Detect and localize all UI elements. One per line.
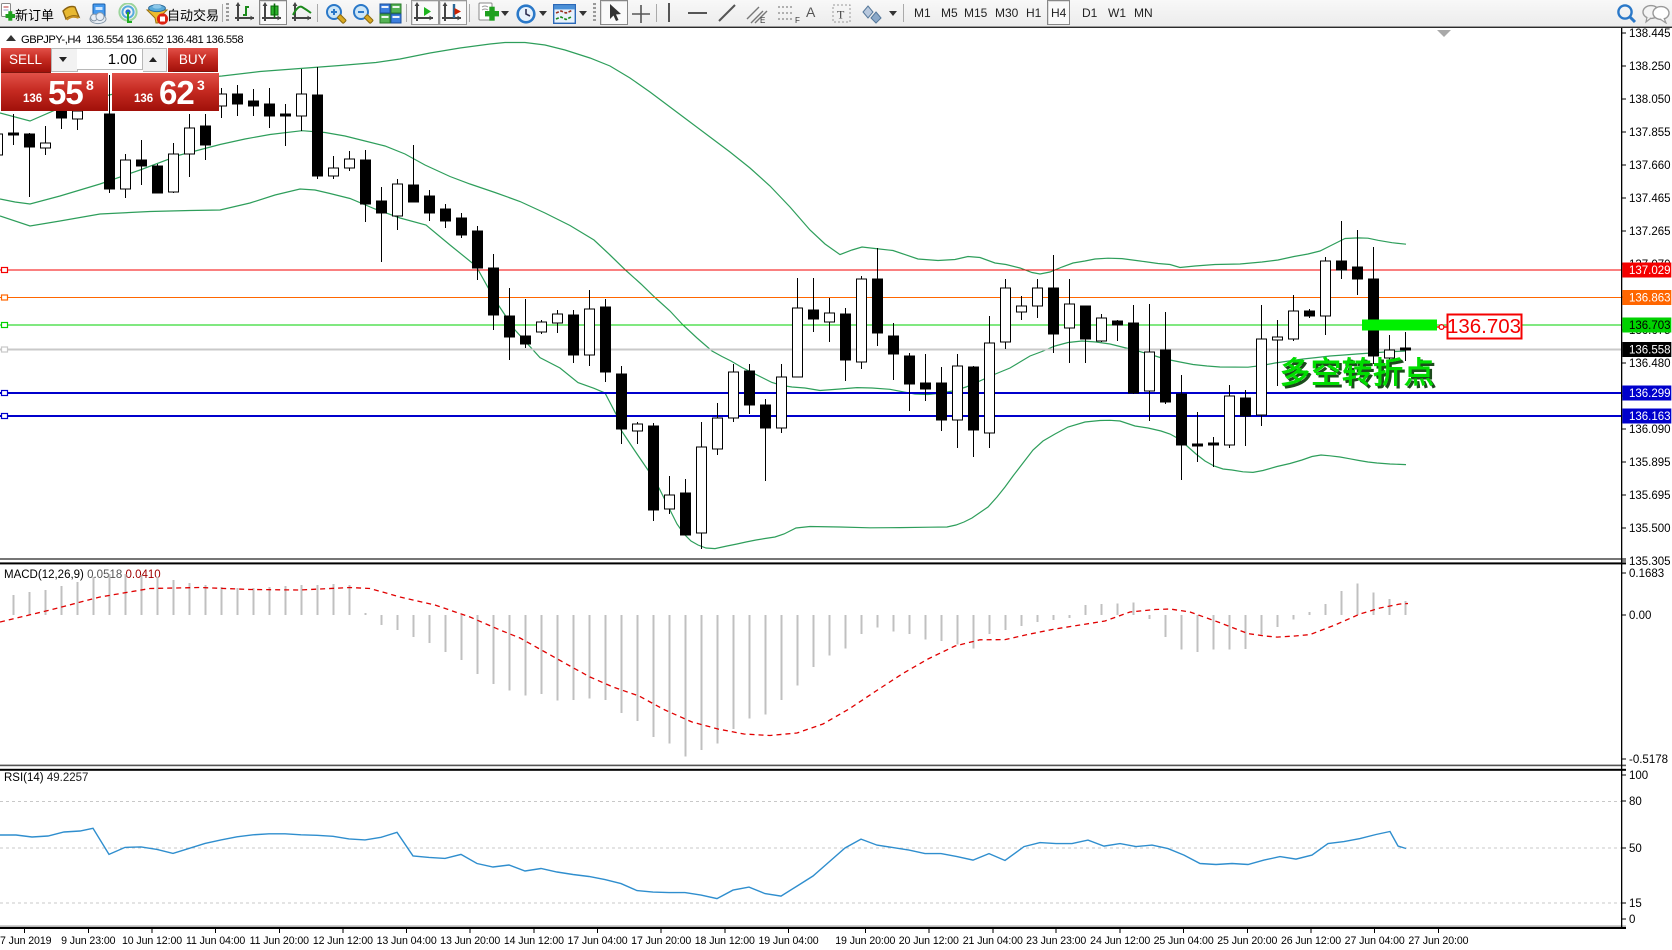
svg-text:0.00: 0.00 [1629, 610, 1651, 622]
svg-text:80: 80 [1629, 796, 1642, 808]
svg-text:138.445: 138.445 [1629, 28, 1671, 40]
svg-text:9 Jun 23:00: 9 Jun 23:00 [61, 935, 115, 947]
svg-text:20 Jun 12:00: 20 Jun 12:00 [899, 935, 959, 947]
svg-text:136.558: 136.558 [1629, 345, 1671, 357]
svg-text:14 Jun 12:00: 14 Jun 12:00 [504, 935, 564, 947]
svg-text:138.250: 138.250 [1629, 61, 1671, 73]
svg-text:17 Jun 04:00: 17 Jun 04:00 [567, 935, 627, 947]
svg-text:100: 100 [1629, 770, 1648, 782]
svg-text:19 Jun 20:00: 19 Jun 20:00 [835, 935, 895, 947]
svg-text:137.855: 137.855 [1629, 127, 1671, 139]
svg-text:138.050: 138.050 [1629, 94, 1671, 106]
svg-text:137.465: 137.465 [1629, 193, 1671, 205]
svg-text:27 Jun 04:00: 27 Jun 04:00 [1345, 935, 1405, 947]
svg-text:17 Jun 20:00: 17 Jun 20:00 [631, 935, 691, 947]
svg-text:F: F [795, 16, 800, 25]
svg-text:23 Jun 23:00: 23 Jun 23:00 [1026, 935, 1086, 947]
svg-text:50: 50 [1629, 843, 1642, 855]
svg-text:136.480: 136.480 [1629, 358, 1671, 370]
svg-text:135.500: 135.500 [1629, 523, 1671, 535]
svg-text:136.163: 136.163 [1629, 411, 1671, 423]
svg-text:E: E [760, 16, 765, 25]
svg-text:GBPJPY-,H4 136.554 136.652 13: GBPJPY-,H4 136.554 136.652 136.481 136.5… [21, 34, 243, 46]
svg-text:15: 15 [1629, 898, 1642, 910]
svg-text:24 Jun 12:00: 24 Jun 12:00 [1090, 935, 1150, 947]
svg-text:135.895: 135.895 [1629, 457, 1671, 469]
svg-text:135.695: 135.695 [1629, 490, 1671, 502]
svg-text:11 Jun 04:00: 11 Jun 04:00 [186, 935, 245, 947]
svg-text:-0.5178: -0.5178 [1629, 754, 1668, 766]
svg-text:135.305: 135.305 [1629, 556, 1671, 568]
svg-text:12 Jun 12:00: 12 Jun 12:00 [313, 935, 373, 947]
svg-text:0.1683: 0.1683 [1629, 568, 1664, 580]
svg-text:137.265: 137.265 [1629, 226, 1671, 238]
svg-text:19 Jun 04:00: 19 Jun 04:00 [758, 935, 818, 947]
svg-text:7 Jun 2019: 7 Jun 2019 [0, 935, 52, 947]
svg-text:27 Jun 20:00: 27 Jun 20:00 [1408, 935, 1468, 947]
svg-text:21 Jun 04:00: 21 Jun 04:00 [963, 935, 1023, 947]
svg-text:137.029: 137.029 [1629, 265, 1671, 277]
svg-text:18 Jun 12:00: 18 Jun 12:00 [695, 935, 755, 947]
svg-text:MACD(12,26,9) 0.0518 0.0410: MACD(12,26,9) 0.0518 0.0410 [4, 569, 161, 581]
svg-text:13 Jun 20:00: 13 Jun 20:00 [440, 935, 500, 947]
svg-text:136.863: 136.863 [1629, 293, 1671, 305]
svg-text:137.660: 137.660 [1629, 160, 1671, 172]
svg-text:26 Jun 12:00: 26 Jun 12:00 [1281, 935, 1341, 947]
svg-text:136.090: 136.090 [1629, 424, 1671, 436]
svg-text:10 Jun 12:00: 10 Jun 12:00 [122, 935, 182, 947]
svg-text:25 Jun 04:00: 25 Jun 04:00 [1154, 935, 1214, 947]
svg-text:25 Jun 20:00: 25 Jun 20:00 [1217, 935, 1277, 947]
svg-text:136.703: 136.703 [1447, 315, 1521, 338]
svg-text:136.703: 136.703 [1629, 320, 1671, 332]
svg-text:136.299: 136.299 [1629, 388, 1671, 400]
svg-text:T: T [837, 8, 845, 22]
svg-text:多空转折点: 多空转折点 [1280, 357, 1435, 390]
svg-text:11 Jun 20:00: 11 Jun 20:00 [250, 935, 309, 947]
svg-text:RSI(14) 49.2257: RSI(14) 49.2257 [4, 772, 88, 784]
svg-text:0: 0 [1629, 914, 1635, 926]
svg-text:多空转折点: 多空转折点 [1283, 360, 1438, 393]
svg-text:13 Jun 04:00: 13 Jun 04:00 [377, 935, 437, 947]
